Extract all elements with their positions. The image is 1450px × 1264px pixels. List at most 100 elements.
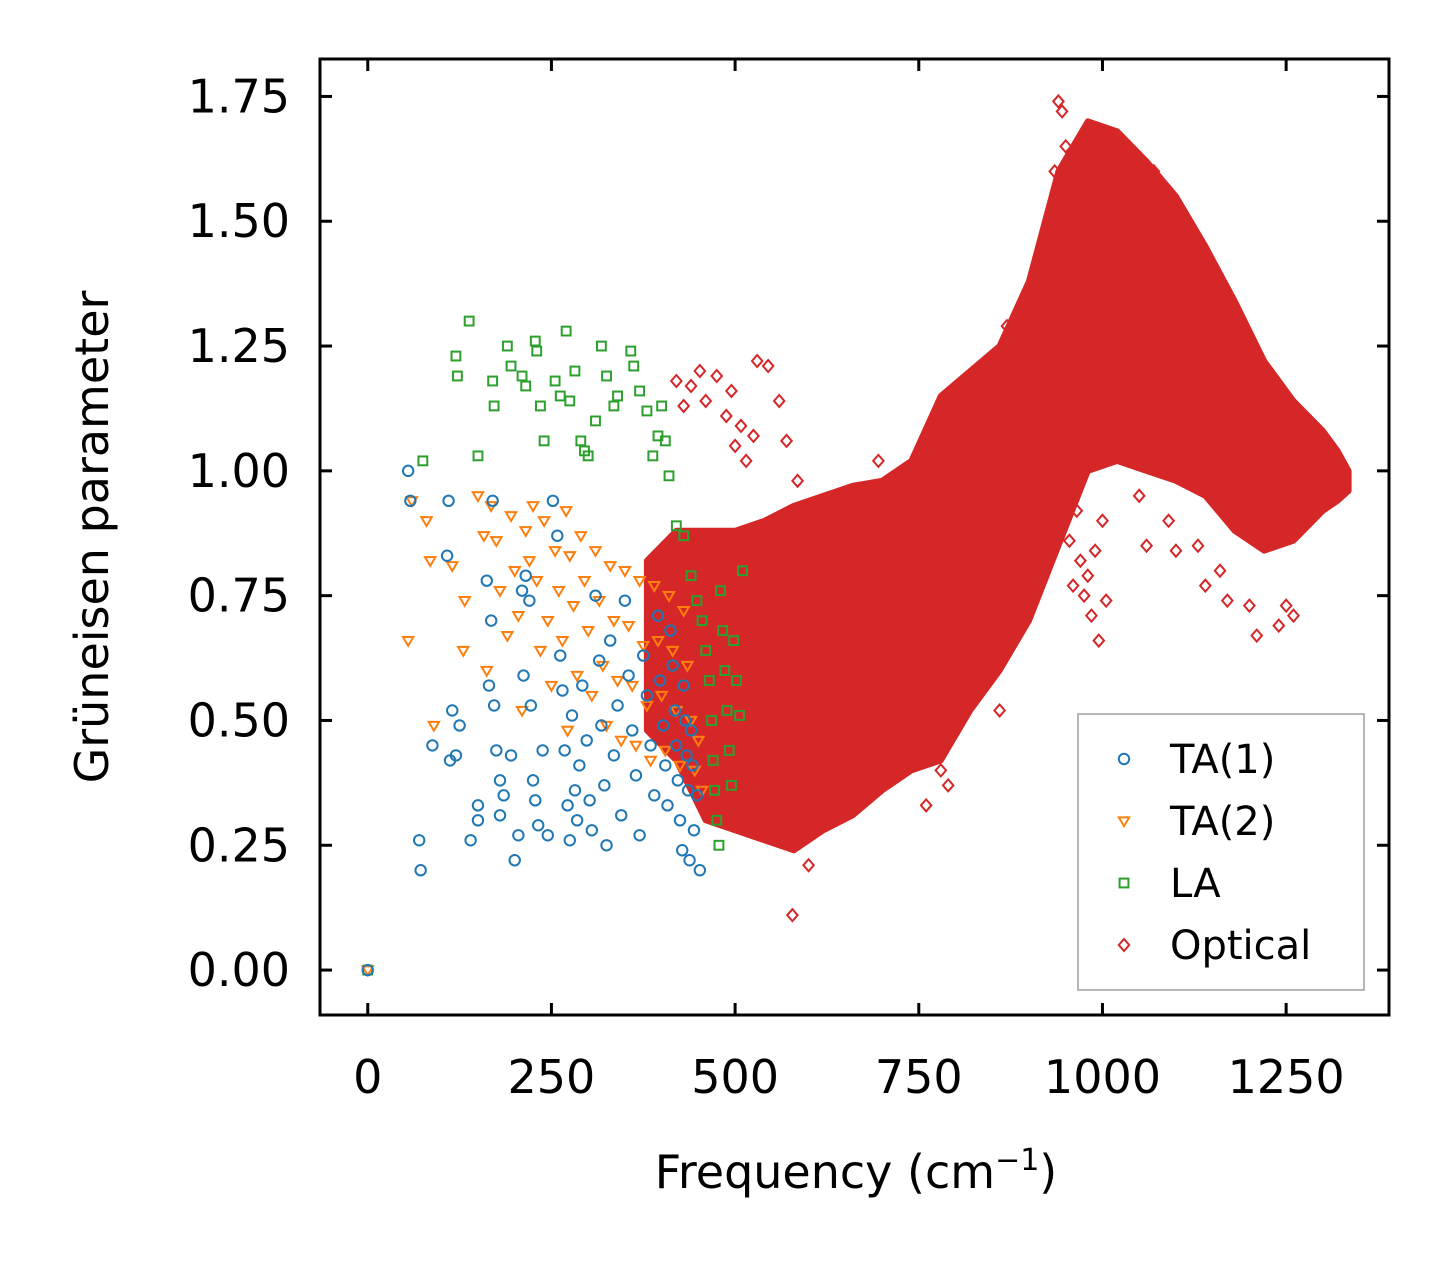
data-point — [504, 511, 518, 523]
data-point — [480, 574, 493, 587]
data-point — [576, 679, 589, 692]
data-point — [802, 857, 816, 873]
x-tick-label: 500 — [691, 1050, 779, 1104]
data-point — [607, 749, 621, 762]
data-point — [488, 400, 500, 412]
data-point — [555, 635, 570, 648]
data-point — [1059, 138, 1073, 154]
data-point — [1220, 593, 1234, 609]
data-point — [1099, 593, 1113, 609]
plot-area-frame — [318, 57, 1391, 1017]
data-point — [680, 660, 695, 673]
data-point — [538, 435, 550, 447]
data-point — [570, 814, 584, 827]
data-point — [561, 799, 574, 812]
data-point — [644, 739, 657, 752]
data-point — [1055, 103, 1069, 119]
data-point — [486, 494, 499, 508]
data-point — [515, 584, 529, 597]
data-point — [648, 789, 661, 802]
data-point — [529, 794, 542, 807]
y-tick-label: 1.00 — [188, 444, 290, 498]
data-point — [622, 669, 635, 682]
data-point — [568, 784, 582, 797]
data-point — [632, 576, 647, 588]
data-point — [615, 809, 628, 822]
data-point — [1272, 618, 1286, 634]
data-point — [693, 864, 707, 877]
data-point — [551, 586, 566, 598]
data-point — [734, 418, 748, 434]
data-point — [417, 455, 429, 467]
data-point — [404, 494, 417, 508]
data-point — [671, 774, 685, 787]
data-point — [573, 531, 588, 543]
data-point — [719, 408, 733, 424]
data-point — [1070, 503, 1084, 519]
data-point — [569, 365, 581, 377]
data-point — [507, 566, 522, 578]
data-point — [541, 829, 554, 842]
data-point — [601, 370, 612, 382]
data-point — [519, 569, 532, 582]
data-point — [772, 393, 786, 409]
data-point — [912, 473, 926, 489]
data-point — [532, 819, 545, 832]
data-point — [453, 719, 466, 732]
data-point — [412, 834, 426, 847]
data-point — [746, 428, 761, 444]
data-point — [993, 702, 1007, 718]
data-point — [703, 675, 715, 686]
data-point — [637, 649, 650, 662]
data-point — [610, 675, 625, 688]
data-point — [419, 516, 434, 528]
data-point — [604, 634, 617, 647]
data-point — [592, 654, 606, 667]
legend-item-la: LA — [1118, 861, 1221, 907]
data-point — [1066, 578, 1080, 594]
data-point — [639, 700, 654, 713]
data-point — [1092, 633, 1106, 649]
data-point — [669, 373, 683, 389]
data-point — [457, 596, 472, 608]
data-point — [1235, 363, 1249, 379]
data-point — [562, 551, 577, 563]
data-point — [608, 400, 620, 412]
y-tick-label: 1.25 — [188, 319, 290, 373]
data-point — [471, 799, 485, 812]
legend-item-ta-1: TA(1) — [1117, 737, 1275, 783]
data-point — [780, 433, 794, 449]
data-point — [685, 570, 697, 582]
data-point — [493, 586, 507, 598]
data-point — [647, 581, 662, 593]
data-point — [1176, 263, 1190, 279]
data-point — [709, 784, 720, 796]
data-point — [501, 340, 513, 352]
data-point — [641, 405, 653, 417]
data-point — [670, 520, 682, 532]
data-point — [659, 759, 672, 772]
data-point — [1114, 158, 1128, 174]
data-point — [612, 390, 623, 402]
data-point — [978, 383, 992, 399]
data-point — [1316, 493, 1330, 509]
data-point — [595, 340, 607, 352]
data-point — [1331, 488, 1345, 504]
data-point — [678, 530, 690, 542]
data-point — [723, 744, 735, 756]
data-point — [633, 829, 646, 842]
data-point — [1103, 163, 1117, 179]
legend-marker — [1117, 937, 1131, 953]
data-point — [726, 779, 737, 791]
data-point — [536, 744, 549, 757]
data-point — [484, 614, 498, 627]
optical-dense-band — [643, 118, 1352, 854]
data-point — [490, 744, 503, 757]
data-point — [985, 418, 999, 434]
data-point — [583, 794, 596, 807]
legend-marker — [1117, 816, 1131, 829]
data-point — [537, 516, 552, 528]
data-point — [493, 809, 507, 822]
legend-label: TA(1) — [1169, 737, 1275, 783]
x-tick-label: 0 — [353, 1050, 382, 1104]
